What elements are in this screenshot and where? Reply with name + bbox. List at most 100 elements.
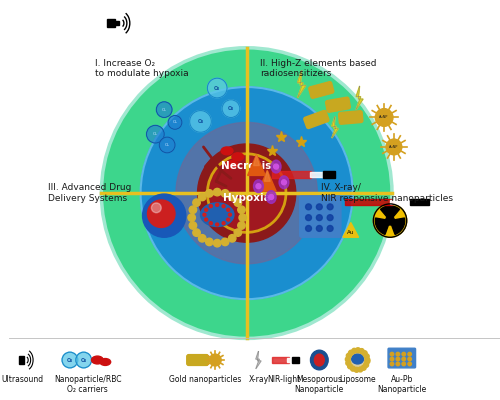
Circle shape <box>193 229 200 236</box>
Polygon shape <box>324 172 335 178</box>
Ellipse shape <box>221 147 233 155</box>
Circle shape <box>239 214 246 221</box>
Circle shape <box>156 102 172 118</box>
FancyBboxPatch shape <box>388 348 415 368</box>
Ellipse shape <box>226 161 238 168</box>
Ellipse shape <box>352 354 364 364</box>
Circle shape <box>269 194 274 200</box>
Polygon shape <box>390 200 411 204</box>
Circle shape <box>222 190 229 197</box>
Circle shape <box>386 139 402 155</box>
Circle shape <box>350 366 356 371</box>
Circle shape <box>402 357 406 361</box>
Circle shape <box>374 204 406 237</box>
Ellipse shape <box>314 354 324 366</box>
Text: O₂: O₂ <box>153 132 158 136</box>
Circle shape <box>327 204 333 210</box>
Circle shape <box>189 206 196 214</box>
Circle shape <box>348 350 354 355</box>
Circle shape <box>306 215 312 220</box>
Ellipse shape <box>92 356 104 364</box>
Circle shape <box>204 208 208 211</box>
Circle shape <box>396 357 400 361</box>
Circle shape <box>365 358 370 362</box>
Polygon shape <box>410 199 430 205</box>
Polygon shape <box>345 199 392 205</box>
Circle shape <box>198 193 206 201</box>
Text: Au-Pb
Nanoparticle: Au-Pb Nanoparticle <box>377 375 426 394</box>
FancyBboxPatch shape <box>304 110 329 128</box>
Text: NIR-light: NIR-light <box>268 375 300 384</box>
Circle shape <box>222 222 225 225</box>
Circle shape <box>362 351 367 356</box>
Polygon shape <box>272 357 289 363</box>
Text: Liposome: Liposome <box>340 375 376 384</box>
Text: X-ray: X-ray <box>248 375 268 384</box>
Circle shape <box>160 137 175 153</box>
Circle shape <box>210 205 212 208</box>
Circle shape <box>214 188 221 196</box>
Polygon shape <box>292 357 298 363</box>
Circle shape <box>306 204 312 210</box>
Circle shape <box>408 352 412 356</box>
Circle shape <box>364 354 369 359</box>
Circle shape <box>214 240 221 247</box>
Circle shape <box>356 348 360 353</box>
Polygon shape <box>254 155 260 166</box>
Circle shape <box>316 204 322 210</box>
FancyBboxPatch shape <box>338 111 363 124</box>
Text: IV. X-ray/
NIR responsive nanoparticles: IV. X-ray/ NIR responsive nanoparticles <box>322 183 454 203</box>
Circle shape <box>206 190 213 197</box>
Text: O₂: O₂ <box>80 358 87 362</box>
Circle shape <box>396 362 400 366</box>
Circle shape <box>386 216 394 225</box>
Circle shape <box>282 180 286 185</box>
FancyBboxPatch shape <box>187 355 208 366</box>
Circle shape <box>189 222 196 229</box>
Ellipse shape <box>254 180 264 192</box>
Circle shape <box>228 193 236 201</box>
Polygon shape <box>287 358 294 362</box>
Circle shape <box>176 122 318 264</box>
Polygon shape <box>19 356 24 364</box>
Text: AuNP: AuNP <box>380 116 389 120</box>
Circle shape <box>198 234 206 242</box>
Polygon shape <box>298 70 306 98</box>
Circle shape <box>348 350 368 370</box>
Ellipse shape <box>266 191 276 204</box>
Circle shape <box>210 354 221 366</box>
Polygon shape <box>310 172 325 177</box>
Circle shape <box>358 367 363 372</box>
Wedge shape <box>390 218 405 234</box>
Circle shape <box>390 362 394 366</box>
Ellipse shape <box>232 153 243 161</box>
Text: AuNP: AuNP <box>390 145 398 149</box>
Circle shape <box>402 362 406 366</box>
Circle shape <box>376 109 393 126</box>
Circle shape <box>408 362 412 366</box>
Text: Au: Au <box>347 230 354 235</box>
Circle shape <box>206 238 213 246</box>
Polygon shape <box>264 170 270 181</box>
Circle shape <box>208 78 227 98</box>
Circle shape <box>152 203 161 213</box>
Ellipse shape <box>200 203 234 226</box>
Polygon shape <box>256 351 261 369</box>
Text: O₂: O₂ <box>162 108 166 112</box>
Text: Gold nanoparticles: Gold nanoparticles <box>169 375 242 384</box>
Circle shape <box>348 364 352 369</box>
Circle shape <box>390 352 394 356</box>
Circle shape <box>238 222 245 229</box>
Circle shape <box>234 199 241 206</box>
Circle shape <box>146 125 164 143</box>
Circle shape <box>352 348 356 353</box>
Circle shape <box>364 362 368 367</box>
Circle shape <box>234 229 241 236</box>
Circle shape <box>346 353 351 358</box>
Text: Necrosis: Necrosis <box>222 160 272 170</box>
Circle shape <box>327 226 333 231</box>
Polygon shape <box>115 21 119 25</box>
Text: II. High-Z elements based
radiosensitizers: II. High-Z elements based radiosensitize… <box>260 58 377 78</box>
Circle shape <box>359 348 364 354</box>
Circle shape <box>204 218 208 221</box>
